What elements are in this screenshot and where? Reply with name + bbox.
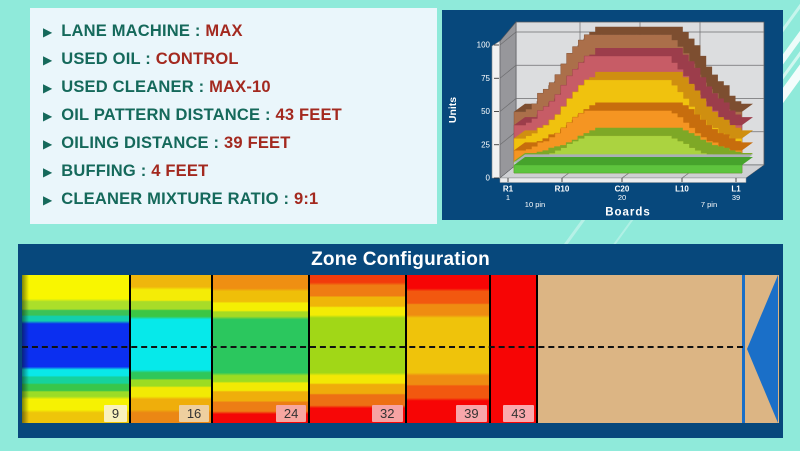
info-value: 4 FEET	[151, 162, 209, 180]
oil-zone-9: 9	[22, 275, 132, 423]
info-value: 9:1	[293, 190, 319, 208]
info-label: BUFFING :	[61, 162, 152, 180]
info-item: ▶ LANE MACHINE : MAX	[43, 17, 433, 45]
bullet-triangle-icon: ▶	[43, 165, 53, 179]
zone-edge-shade	[22, 275, 29, 423]
svg-text:50: 50	[481, 107, 490, 116]
zone-config-title: Zone Configuration	[311, 249, 490, 270]
lane-dry-section	[537, 275, 779, 423]
info-value: 39 FEET	[224, 134, 291, 152]
svg-text:Units: Units	[447, 97, 459, 123]
svg-text:20: 20	[618, 193, 626, 202]
bullet-triangle-icon: ▶	[43, 53, 53, 67]
svg-text:R1: R1	[503, 185, 514, 194]
series-green-top	[514, 157, 753, 165]
info-label: USED CLEANER :	[61, 78, 210, 96]
bullet-triangle-icon: ▶	[43, 137, 53, 151]
info-item: ▶ OIL PATTERN DISTANCE : 43 FEET	[43, 101, 433, 129]
info-value: 43 FEET	[275, 106, 342, 124]
info-value: CONTROL	[155, 50, 239, 68]
info-value: MAX	[205, 22, 243, 40]
info-label: CLEANER MIXTURE RATIO :	[61, 190, 294, 208]
info-label: LANE MACHINE :	[61, 22, 206, 40]
zone-distance-label: 24	[275, 405, 307, 422]
svg-text:100: 100	[477, 41, 491, 50]
bullet-triangle-icon: ▶	[43, 109, 53, 123]
oil-pattern-3d-chart: 0 25 50 75 100 R1 R10 C20 L10 L1 1 10 pin 20 7 pin 39 U…	[447, 21, 765, 219]
zone-distance-label: 32	[372, 405, 403, 422]
svg-text:L1: L1	[731, 185, 741, 194]
oil-zone-24: 24	[213, 275, 311, 423]
series-lime-top	[514, 127, 753, 161]
lane-marker-line	[742, 275, 745, 423]
svg-text:R10: R10	[555, 185, 570, 194]
zone-distance-label: 16	[178, 405, 210, 422]
svg-text:39: 39	[732, 193, 740, 202]
series-orange-top	[514, 102, 753, 151]
zone-distance-label: 9	[103, 405, 128, 422]
svg-text:Boards: Boards	[605, 207, 651, 219]
info-item: ▶ OILING DISTANCE : 39 FEET	[43, 129, 433, 157]
info-label: USED OIL :	[61, 50, 156, 68]
info-label: OIL PATTERN DISTANCE :	[61, 106, 276, 124]
zone-distance-label: 39	[456, 405, 487, 422]
svg-text:C20: C20	[615, 185, 630, 194]
series-green	[513, 164, 743, 174]
oil-zone-43: 43	[490, 275, 538, 423]
info-item: ▶ BUFFING : 4 FEET	[43, 157, 433, 185]
info-item: ▶ CLEANER MIXTURE RATIO : 9:1	[43, 185, 433, 213]
svg-text:0: 0	[486, 174, 491, 183]
oil-zone-16: 16	[131, 275, 214, 423]
pattern-info-panel: ▶ LANE MACHINE : MAX ▶ USED OIL : CONTROL ▶ U…	[30, 8, 437, 224]
chart-axes: 0 25 50 75 100 R1 R10 C20 L10 L1 1 10 pin 20 7 pin 39 U…	[447, 41, 741, 219]
zone-distance-label: 43	[503, 405, 534, 422]
info-label: OILING DISTANCE :	[61, 134, 225, 152]
bullet-triangle-icon: ▶	[43, 25, 53, 39]
svg-text:75: 75	[481, 74, 490, 83]
zone-strip: 9 16 24 32 39 43	[22, 275, 779, 423]
bullet-triangle-icon: ▶	[43, 193, 53, 207]
zone-config-panel: Zone Configuration 9 16 24 32 39 43	[18, 244, 783, 438]
series-yellow-top	[514, 71, 753, 139]
info-value: MAX-10	[209, 78, 271, 96]
series-crimson-top	[514, 48, 753, 126]
oil-zone-32: 32	[310, 275, 407, 423]
svg-text:7 pin: 7 pin	[701, 200, 717, 209]
oil-3d-chart-panel: 0 25 50 75 100 R1 R10 C20 L10 L1 1 10 pin 20 7 pin 39 U…	[442, 10, 783, 220]
info-item: ▶ USED CLEANER : MAX-10	[43, 73, 433, 101]
center-dashed-line	[22, 346, 743, 349]
pin-deck-arrow-icon	[747, 275, 778, 423]
svg-text:10 pin: 10 pin	[525, 200, 545, 209]
oil-zone-39: 39	[406, 275, 491, 423]
svg-text:L10: L10	[675, 185, 689, 194]
svg-text:25: 25	[481, 140, 490, 149]
chart-series	[513, 26, 753, 174]
bullet-triangle-icon: ▶	[43, 81, 53, 95]
svg-text:1: 1	[506, 193, 510, 202]
info-item: ▶ USED OIL : CONTROL	[43, 45, 433, 73]
pattern-info-list: ▶ LANE MACHINE : MAX ▶ USED OIL : CONTROL ▶ U…	[43, 17, 433, 213]
